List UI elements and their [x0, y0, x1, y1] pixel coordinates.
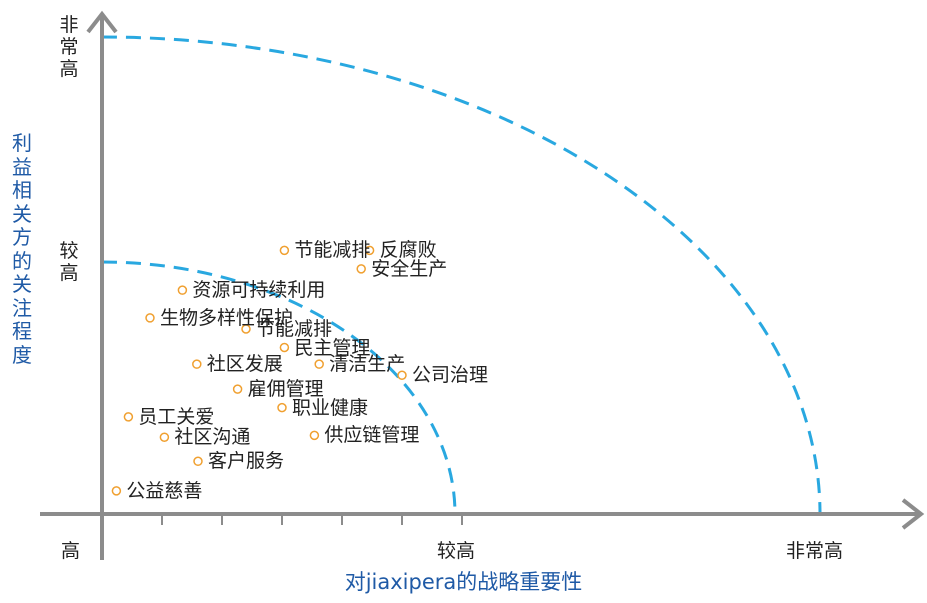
data-point-17	[111, 486, 122, 496]
data-point-5	[145, 313, 155, 323]
x-axis-title: 对jiaxipera的战略重要性	[344, 570, 583, 594]
threshold-curves	[101, 35, 822, 515]
data-point-4	[177, 285, 188, 295]
y-axis-arrow	[86, 10, 118, 34]
data-point-11	[232, 384, 243, 394]
point-label-6: 节能减排	[256, 318, 333, 340]
point-label-3: 安全生产	[371, 257, 448, 280]
point-label-11: 雇佣管理	[247, 378, 324, 401]
data-point-16	[193, 456, 203, 467]
x-tick-high: 较高	[437, 540, 476, 562]
point-label-2: 反腐败	[379, 239, 437, 262]
point-label-14: 社区沟通	[174, 426, 251, 449]
x-axis-arrow	[901, 498, 925, 530]
point-label-4: 资源可持续利用	[192, 279, 326, 302]
point-label-8: 社区发展	[206, 353, 283, 376]
data-point-3	[356, 264, 366, 274]
point-label-12: 职业健康	[292, 396, 369, 419]
data-point-13	[123, 412, 134, 422]
y-tick-very-high: 非常高	[59, 14, 79, 80]
data-point-15	[309, 430, 320, 441]
data-points	[111, 245, 407, 496]
data-point-14	[159, 432, 170, 442]
point-label-7: 民主管理	[294, 336, 371, 359]
point-label-17: 公益慈善	[126, 479, 203, 502]
threshold-curve-1	[101, 260, 457, 515]
point-label-16: 客户服务	[208, 450, 285, 473]
data-point-2	[364, 245, 375, 256]
point-label-10: 公司治理	[412, 364, 489, 387]
data-point-1	[279, 245, 290, 256]
data-point-7	[279, 342, 290, 353]
y-tick-high: 较高	[59, 240, 79, 284]
data-point-8	[192, 359, 202, 369]
point-label-5: 生物多样性保护	[160, 306, 294, 329]
point-label-9: 清洁生产	[329, 353, 406, 376]
x-tick-low: 高	[61, 540, 81, 562]
data-point-9	[314, 359, 324, 369]
x-tick-very-high: 非常高	[786, 540, 844, 562]
threshold-curve-2	[101, 35, 822, 515]
data-point-6	[241, 324, 251, 334]
data-point-10	[397, 370, 407, 380]
point-label-1: 节能减排	[294, 239, 371, 262]
point-label-13: 员工关爱	[138, 405, 215, 428]
data-point-12	[277, 402, 287, 413]
axes	[40, 10, 925, 560]
y-axis-title: 利益相关方的关注程度	[12, 131, 32, 367]
point-label-15: 供应链管理	[324, 424, 420, 447]
